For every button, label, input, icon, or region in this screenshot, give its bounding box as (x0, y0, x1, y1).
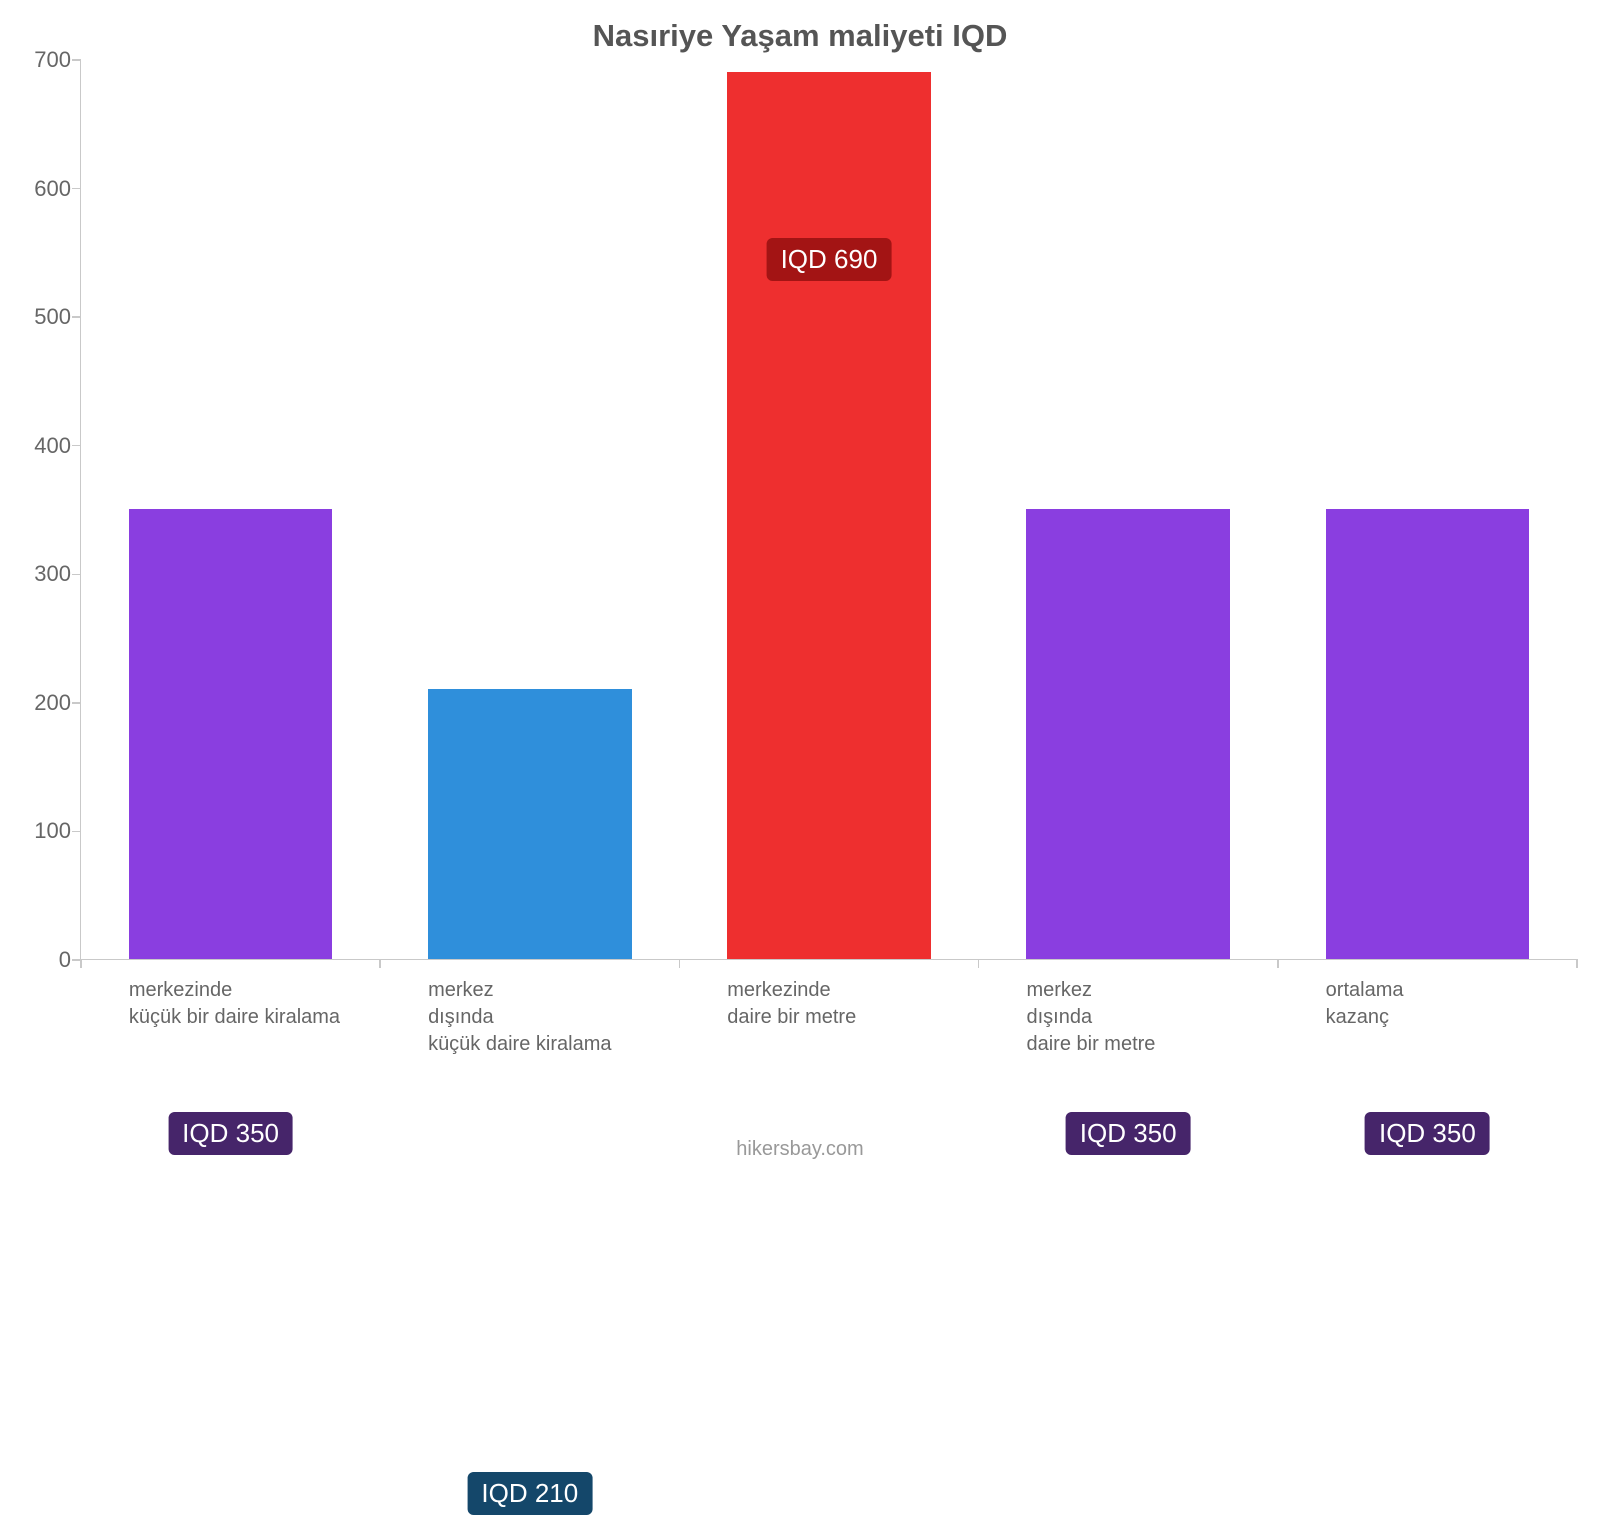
y-tick-mark (72, 702, 81, 704)
bars-layer: IQD 350 IQD 210 IQD 690 IQD 350 IQD 350 (81, 60, 1576, 959)
bar: IQD 210 (428, 689, 631, 959)
category-label: merkez dışında daire bir metre (1026, 959, 1269, 1058)
y-tick-label: 600 (34, 176, 71, 202)
x-tick-mark (679, 959, 681, 968)
category-label: merkezinde daire bir metre (727, 959, 970, 1031)
bar: IQD 350 (1026, 509, 1229, 959)
chart-title: Nasıriye Yaşam maliyeti IQD (0, 18, 1600, 54)
y-tick-label: 100 (34, 818, 71, 844)
x-tick-mark (379, 959, 381, 968)
x-tick-mark (80, 959, 82, 968)
y-tick-label: 0 (59, 947, 71, 973)
value-badge: IQD 690 (767, 238, 892, 281)
category-label: merkezinde küçük bir daire kiralama (129, 959, 372, 1031)
y-tick-label: 200 (34, 690, 71, 716)
chart-container: Nasıriye Yaşam maliyeti IQD IQD 350 IQD 2… (0, 0, 1600, 1200)
x-tick-mark (1277, 959, 1279, 968)
y-tick-mark (72, 445, 81, 447)
y-tick-mark (72, 188, 81, 190)
category-label: merkez dışında küçük daire kiralama (428, 959, 671, 1058)
y-tick-mark (72, 316, 81, 318)
y-tick-mark (72, 574, 81, 576)
bar: IQD 690 (727, 72, 930, 959)
y-tick-label: 700 (34, 47, 71, 73)
bar: IQD 350 (1326, 509, 1529, 959)
y-tick-label: 500 (34, 304, 71, 330)
y-tick-label: 300 (34, 561, 71, 587)
bar: IQD 350 (129, 509, 332, 959)
x-tick-mark (978, 959, 980, 968)
x-tick-mark (1576, 959, 1578, 968)
y-tick-mark (72, 59, 81, 61)
y-tick-mark (72, 831, 81, 833)
category-label: ortalama kazanç (1326, 959, 1569, 1031)
chart-footer: hikersbay.com (0, 1138, 1600, 1161)
y-tick-label: 400 (34, 433, 71, 459)
plot-area: IQD 350IQD 210IQD 690IQD 350IQD 350 0100… (80, 60, 1576, 960)
value-badge: IQD 210 (467, 1472, 592, 1515)
